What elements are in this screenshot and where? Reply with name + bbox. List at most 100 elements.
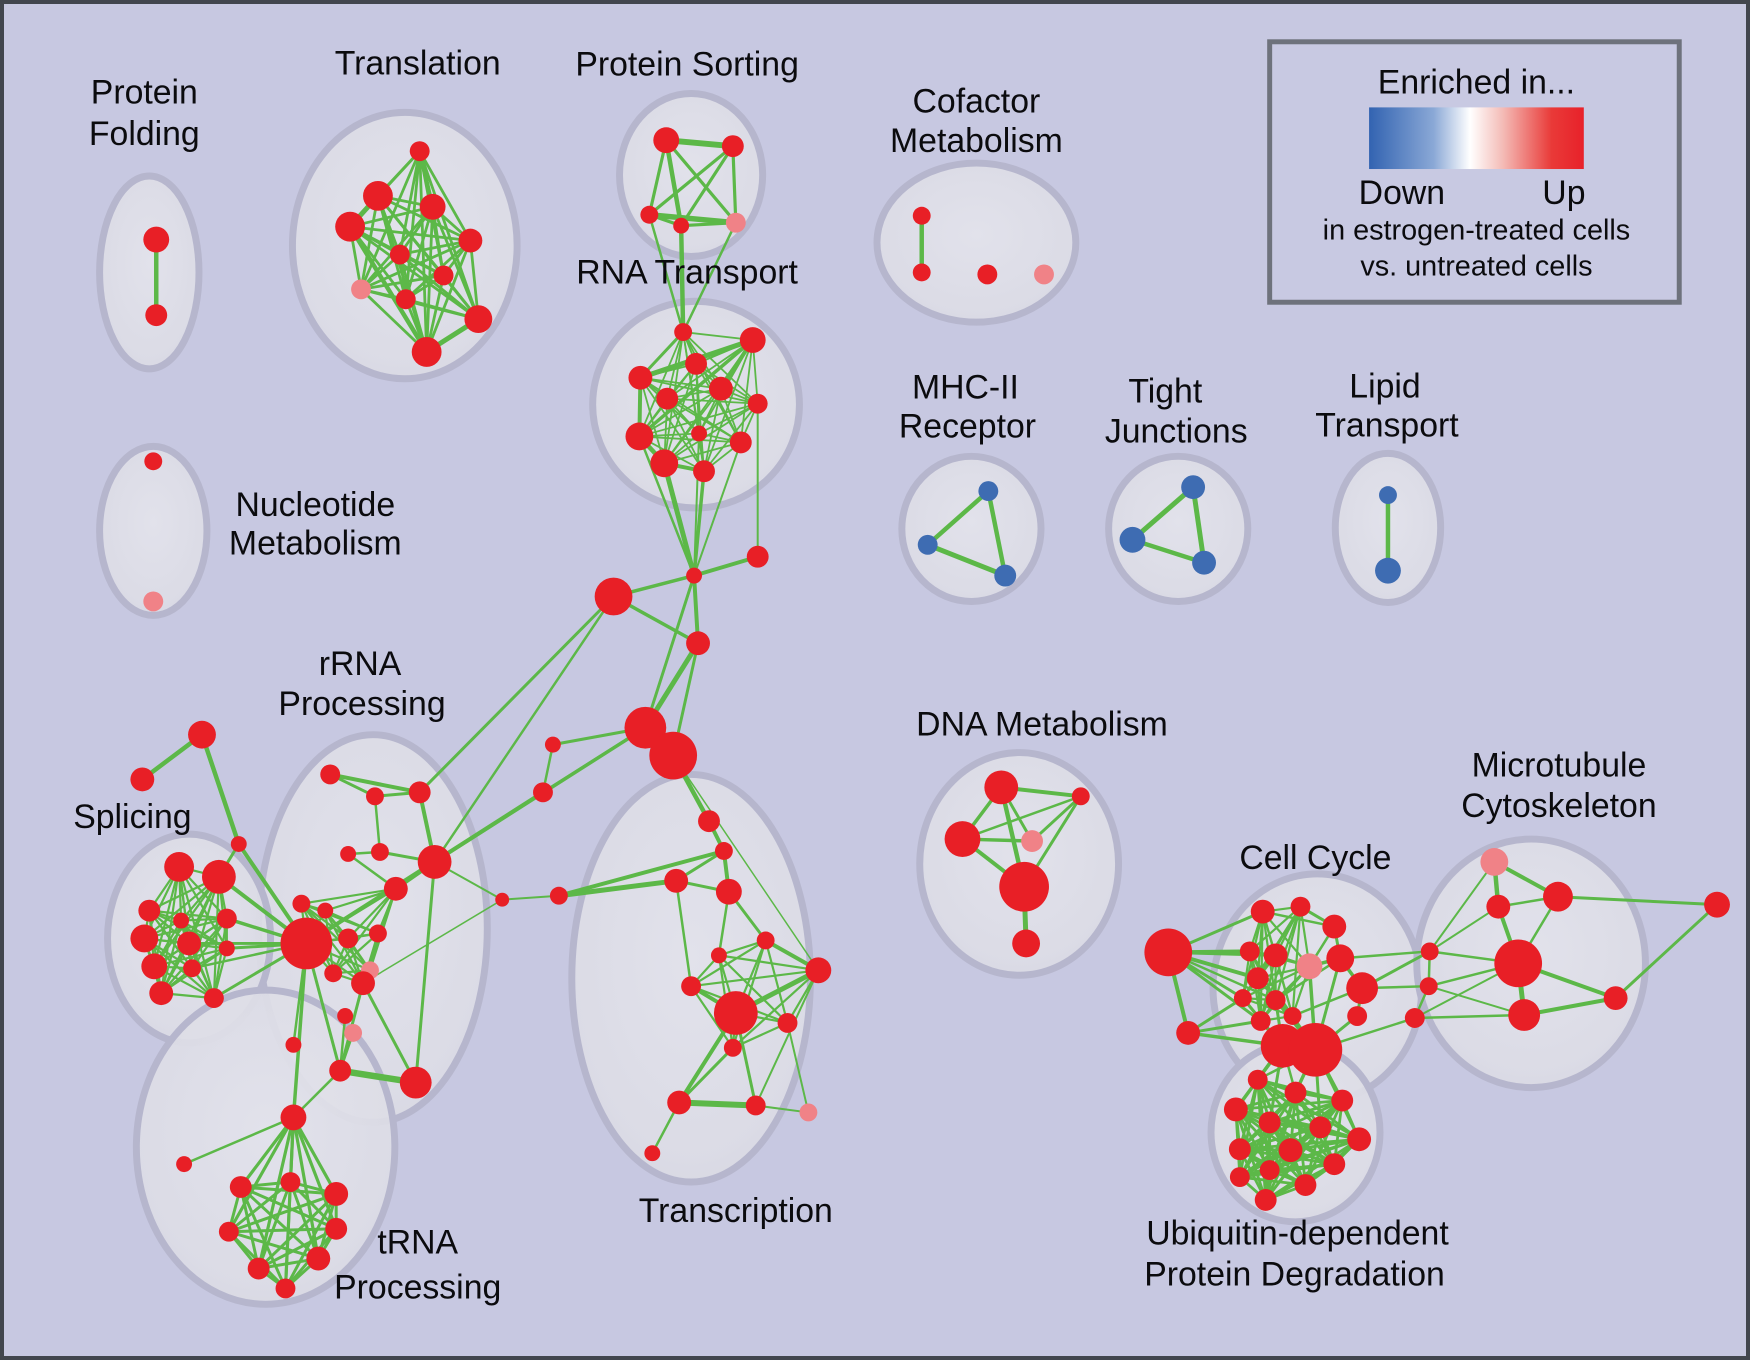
edge	[647, 144, 735, 217]
gene-set-node-r1	[674, 323, 693, 342]
gene-set-node-t1	[409, 141, 430, 162]
edge	[143, 917, 228, 940]
cluster-label-cofactor-metabolism-line2: Metabolism	[890, 122, 1063, 160]
edge	[212, 917, 228, 1000]
edge	[300, 887, 397, 905]
edge	[1614, 903, 1719, 1000]
gene-set-node-j1	[1181, 475, 1206, 500]
gene-set-node-c2	[912, 263, 931, 282]
edge	[1238, 1175, 1307, 1187]
edge	[648, 213, 685, 334]
gene-set-node-mt5	[1508, 999, 1541, 1031]
gene-set-node-d3	[944, 821, 981, 857]
gene-set-node-sp2	[201, 859, 236, 894]
gene-set-node-rr8	[292, 894, 311, 913]
edge	[556, 849, 726, 898]
gene-set-node-r2	[739, 327, 766, 353]
edge	[182, 1116, 295, 1166]
gene-set-node-mt1	[1480, 848, 1509, 876]
gene-set-node-mt3	[1486, 894, 1511, 919]
edge	[1428, 860, 1496, 953]
edge	[227, 1192, 338, 1234]
edge	[661, 460, 697, 579]
gene-set-node-t6	[389, 244, 410, 265]
edge	[359, 274, 445, 291]
gene-set-node-r4	[628, 365, 653, 390]
gene-set-node-cc15	[1347, 1006, 1368, 1026]
edge	[283, 1115, 296, 1290]
edge	[646, 212, 739, 226]
gene-set-node-mt6	[1603, 986, 1628, 1011]
edge	[664, 138, 738, 225]
legend-gradient-bar	[1369, 107, 1584, 170]
gene-set-node-u12	[1259, 1160, 1280, 1181]
edge	[414, 860, 437, 1085]
edge	[1427, 985, 1526, 1017]
gene-set-node-j2	[1119, 526, 1146, 553]
gene-set-node-rr14	[351, 971, 375, 996]
edge	[288, 1180, 320, 1261]
edge	[638, 331, 685, 438]
edge	[348, 225, 480, 321]
gene-set-node-cc11	[1283, 1007, 1302, 1025]
edge	[692, 469, 706, 578]
legend-box	[1267, 39, 1682, 305]
edge	[291, 1115, 320, 1261]
gene-set-node-t3	[419, 193, 446, 220]
gene-set-node-cc5	[1263, 943, 1288, 968]
gene-set-node-rr10	[338, 928, 359, 949]
edge	[679, 144, 735, 228]
edge	[291, 941, 309, 1120]
network-svg: Protein Folding Translation Protein Sorting…	[73, 39, 1730, 1308]
gene-set-node-tg7	[306, 1246, 331, 1271]
gene-set-node-x7	[723, 1038, 742, 1057]
gene-set-node-t4	[335, 211, 366, 242]
edge	[689, 985, 734, 1049]
gene-set-node-sp12	[203, 988, 224, 1009]
gene-set-node-t9	[395, 289, 416, 310]
edge	[698, 402, 759, 435]
gene-set-node-m1	[978, 481, 999, 502]
gene-set-node-sp4	[173, 912, 190, 929]
gene-set-node-x10	[799, 1103, 818, 1122]
gene-set-node-u11	[1229, 1167, 1250, 1187]
cluster-label-tight-junctions-line1: Tight	[1128, 373, 1202, 411]
gene-set-node-ch2	[714, 842, 733, 860]
gene-set-node-h1	[624, 706, 667, 749]
gene-set-node-sp11	[149, 981, 174, 1006]
cluster-label-nucleotide-metabolism-line1: Nucleotide	[235, 486, 395, 524]
gene-set-node-u10	[1323, 1153, 1346, 1176]
edge	[1238, 1078, 1260, 1179]
edge	[361, 981, 418, 1085]
gene-set-node-t10	[464, 305, 493, 334]
edge	[986, 488, 1008, 578]
gene-set-node-x4	[681, 976, 702, 997]
gene-set-node-u6	[1309, 1116, 1332, 1139]
edge	[663, 137, 684, 228]
gene-set-node-sp3	[138, 899, 161, 922]
gene-set-node-u1	[1247, 1069, 1268, 1090]
gene-set-node-r9	[691, 425, 707, 442]
edge	[328, 772, 422, 795]
edge	[1264, 1137, 1361, 1202]
gene-set-node-u14	[1294, 1174, 1317, 1196]
edge	[638, 435, 696, 577]
network-nodes	[130, 127, 1730, 1299]
cluster-label-splicing: Splicing	[73, 798, 191, 836]
legend-context-line1: in estrogen-treated cells	[1323, 215, 1631, 247]
cluster-label-lipid-transport-line2: Transport	[1315, 406, 1459, 444]
edge	[925, 488, 991, 548]
edge	[681, 221, 738, 334]
edge	[227, 1180, 292, 1234]
edge	[961, 795, 1083, 841]
gene-set-node-r10	[729, 431, 752, 454]
gene-set-node-ch4	[715, 878, 742, 905]
gene-set-node-cc14	[1346, 972, 1379, 1005]
gene-set-node-r12	[693, 460, 715, 483]
legend-context-line2: vs. untreated cells	[1360, 250, 1592, 282]
cluster-label-translation: Translation	[335, 45, 501, 83]
gene-set-node-f1	[544, 736, 561, 753]
edge	[689, 939, 767, 988]
edge	[925, 542, 1008, 579]
cluster-label-trna-processing-line1: tRNA	[377, 1224, 458, 1262]
